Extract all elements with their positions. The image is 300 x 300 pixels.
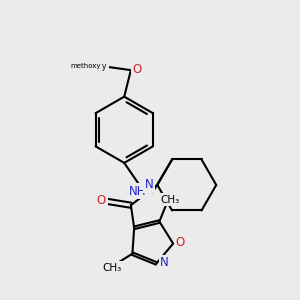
Text: CH₃: CH₃ bbox=[102, 263, 121, 273]
Text: N: N bbox=[160, 256, 169, 269]
Text: NH: NH bbox=[129, 185, 147, 198]
Text: methoxy: methoxy bbox=[70, 63, 100, 69]
Text: N: N bbox=[145, 178, 154, 191]
Text: methoxy: methoxy bbox=[74, 62, 107, 71]
Text: CH₃: CH₃ bbox=[160, 195, 179, 205]
Text: O: O bbox=[133, 63, 142, 76]
Text: O: O bbox=[97, 194, 106, 207]
Text: O: O bbox=[176, 236, 185, 249]
